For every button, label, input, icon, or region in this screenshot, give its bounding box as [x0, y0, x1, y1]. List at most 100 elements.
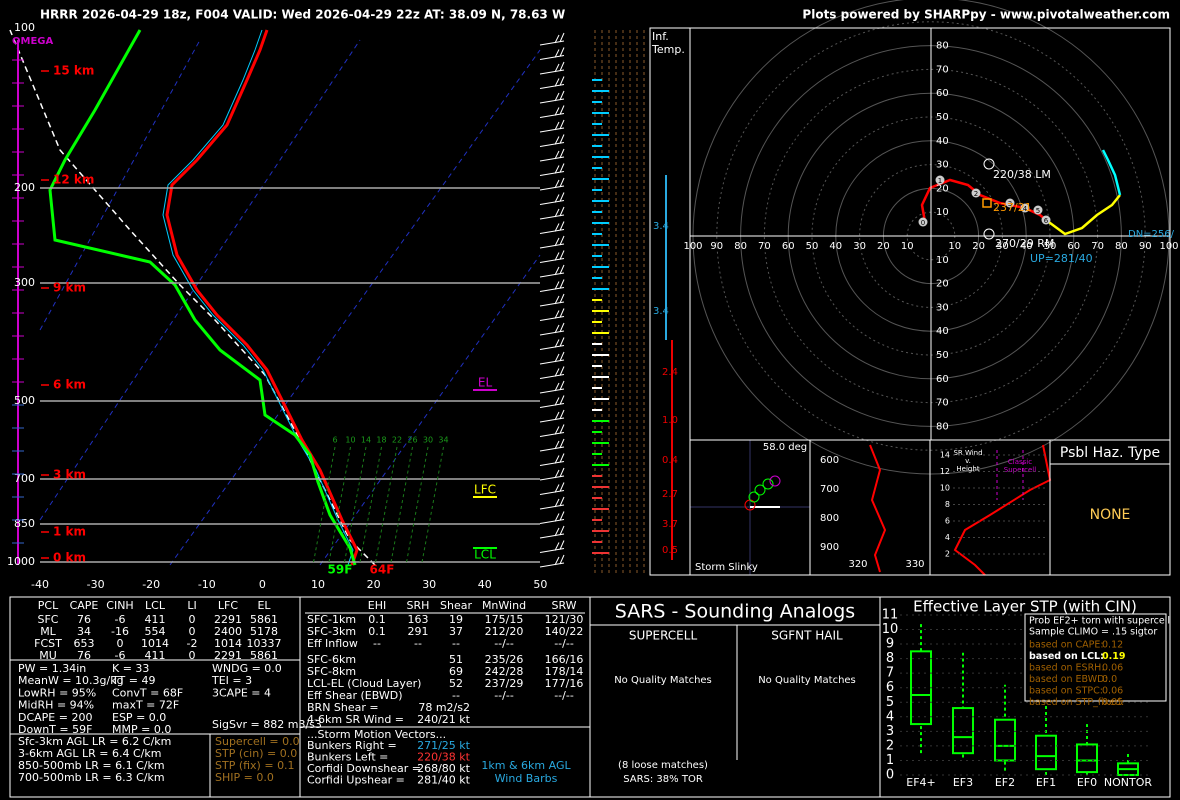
barbs-note: Wind Barbs — [495, 772, 558, 785]
mixing-ratio-line — [390, 446, 413, 566]
kin-cell: 121/30 — [545, 613, 584, 626]
temp-label: 20 — [367, 578, 381, 591]
hazard-value: NONE — [1090, 507, 1131, 523]
inf-temp-brackets — [665, 175, 673, 560]
pressure-label: 200 — [14, 181, 35, 194]
hodo-tick-label: 10 — [948, 241, 961, 252]
wind-barb-flag — [554, 179, 560, 189]
hodo-tick-label: 20 — [972, 241, 985, 252]
slinky-ring — [748, 491, 760, 503]
wind-barb-flag — [554, 498, 560, 508]
parcel-cell: 0 — [189, 649, 196, 662]
stp-category: EF4+ — [906, 776, 936, 789]
index-value: K = 33 — [112, 662, 149, 675]
wind-barb-flag — [559, 61, 565, 72]
index-value: PW = 1.34in — [18, 662, 86, 675]
wind-barb-flag — [559, 163, 565, 173]
wind-barb-flag — [559, 221, 565, 231]
height-label: 1 km — [53, 525, 86, 539]
parcel-header: LFC — [218, 599, 238, 612]
wind-barb-flag — [554, 411, 560, 421]
lapse-rate: Sfc-3km AGL LR = 6.2 C/km — [18, 735, 171, 748]
inf-temp-value: 3.4 — [653, 306, 669, 317]
stp-row-label: based on ESRH: — [1029, 663, 1105, 674]
mixing-ratio-label: 34 — [438, 436, 448, 445]
parcel-cell: 0 — [189, 625, 196, 638]
wind-barb-flag — [554, 150, 560, 160]
index-value: LowRH = 95% — [18, 686, 96, 699]
wind-barb-flag — [559, 424, 565, 434]
motion-value: 281/40 kt — [417, 774, 471, 787]
wind-barb-flag — [559, 453, 565, 463]
advection-trace — [869, 444, 887, 573]
km-label: 0 — [921, 219, 925, 227]
index-value: DCAPE = 200 — [18, 711, 92, 724]
kin-cell: 37 — [449, 625, 463, 638]
wind-barb-flag — [554, 34, 560, 44]
height-label: 15 km — [53, 64, 94, 78]
pressure-label: 1000 — [7, 555, 35, 568]
srwind-height: 4 — [945, 533, 950, 542]
kin-cell: 0.1 — [368, 613, 386, 626]
sars-result: No Quality Matches — [758, 675, 856, 686]
mixing-ratio-label: 30 — [423, 436, 433, 445]
kin-cell: 140/22 — [545, 625, 584, 638]
wind-barb-flag — [559, 540, 565, 550]
stp-row-label: based on CAPE: — [1029, 640, 1104, 651]
up-label: UP=281/40 — [1030, 252, 1093, 265]
stp-row-label: based on EBWD: — [1029, 674, 1108, 685]
wind-barb-flag — [554, 266, 560, 276]
pressure-label: 100 — [14, 21, 35, 34]
parcel-header: LI — [187, 599, 196, 612]
kin-cell: 178/14 — [545, 665, 584, 678]
motion-label: Bunkers Left = — [307, 751, 388, 764]
skewt-lines — [9, 29, 541, 566]
wind-barb-flag — [559, 250, 565, 260]
stp-category: NONTOR — [1104, 776, 1152, 789]
mean-marker — [982, 198, 992, 208]
hodo-tick-label: 20 — [936, 279, 949, 290]
stp-row-value: 0.06 — [1102, 686, 1123, 697]
hodo-tick-label: 50 — [806, 241, 819, 252]
inf-temp-value: 1.0 — [662, 415, 678, 426]
mixing-ratio-label: 6 — [332, 436, 337, 445]
dn-label: DN=256/ — [1128, 229, 1175, 240]
srwind-trace — [953, 444, 1052, 576]
stp-tick-label: 7 — [886, 666, 894, 681]
mixing-ratio-line — [421, 446, 444, 566]
wind-barb-flag — [554, 484, 560, 493]
parcel-cell: 1014 — [214, 637, 242, 650]
stp-tick-label: 11 — [882, 607, 899, 622]
parcel-cell: MU — [39, 649, 57, 662]
lm-label: 220/38 LM — [993, 168, 1051, 181]
kin-header: SRW — [551, 599, 576, 612]
sfc-dewpoint: 59F — [328, 563, 353, 577]
stp-tick-label: 6 — [886, 680, 894, 695]
lfc-label: LFC — [474, 483, 496, 497]
lapse-rate: 3-6km AGL LR = 6.4 C/km — [18, 747, 161, 760]
parcel-cell: 1014 — [141, 637, 169, 650]
stp-box — [994, 718, 1016, 762]
pressure-label: 700 — [14, 472, 35, 485]
el-label: EL — [478, 376, 493, 390]
wind-barb-flag — [554, 165, 560, 174]
index-value: 3CAPE = 4 — [212, 686, 271, 699]
kin-cell: 163 — [408, 613, 429, 626]
parcel-cell: -16 — [111, 625, 129, 638]
inf-temp-title: Inf. — [652, 30, 669, 43]
parcel-header: CINH — [106, 599, 133, 612]
motion-value: 271/25 kt — [417, 739, 471, 752]
kin-header: EHI — [368, 599, 386, 612]
adv-pressure: 600 — [820, 455, 839, 466]
kin-cell: SFC-6km — [307, 653, 356, 666]
kin-cell: 52 — [449, 677, 463, 690]
km-marker — [935, 175, 945, 185]
wind-barb-flag — [554, 353, 560, 363]
parcel-header: EL — [257, 599, 271, 612]
kin-cell: -- — [414, 637, 422, 650]
km-marker — [1020, 203, 1030, 213]
srwind-title: SR Wind — [953, 449, 982, 457]
parcel-header: PCL — [38, 599, 59, 612]
index-value: ConvT = 68F — [112, 686, 183, 699]
